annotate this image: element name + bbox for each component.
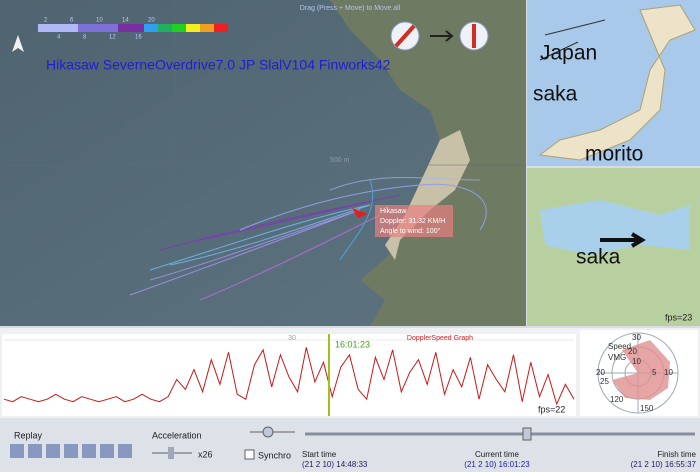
synchro-label: Synchro	[258, 450, 291, 460]
replay-label: Replay	[14, 430, 43, 440]
acceleration-label: Acceleration	[152, 430, 202, 440]
speed-graph-layer: 30	[3, 335, 575, 406]
legend-tick: 8	[83, 35, 87, 41]
inset-arrow-2	[539, 19, 606, 61]
north-arrow	[12, 35, 24, 52]
legend-tick: 20	[148, 18, 155, 24]
polar-shape	[612, 340, 670, 400]
acceleration-thumb[interactable]	[168, 447, 174, 459]
polar-label: 120	[610, 395, 624, 404]
legend-tick: 4	[57, 35, 61, 41]
finish-time: (21 2 10) 16:55:37	[631, 460, 697, 469]
popup-box	[375, 205, 453, 237]
control-bar	[0, 418, 700, 472]
legend-tick: 10	[96, 18, 103, 24]
popup-angle: Angle to wind: 100°	[380, 227, 441, 235]
orientation-icons[interactable]	[390, 21, 489, 51]
finish-label: Finish time	[657, 450, 696, 459]
polar-label: 150	[640, 404, 654, 413]
y-tick-label: 30	[288, 335, 296, 342]
zoom-thumb[interactable]	[262, 426, 274, 438]
legend-tick: 2	[44, 18, 48, 24]
polar-label: 25	[600, 377, 609, 386]
speed-trace	[3, 347, 575, 406]
bay	[540, 200, 690, 255]
boat-marker[interactable]	[352, 208, 368, 218]
map-grid	[0, 0, 526, 326]
polar-label: Speed	[608, 342, 631, 351]
polar-label: 30	[632, 333, 641, 342]
polar-label: 20	[628, 347, 637, 356]
inset-label: saka	[533, 83, 578, 106]
current-label: Current time	[475, 450, 520, 459]
legend-ticks: 2 6 10 14 20 4 8 12 16	[44, 18, 155, 41]
time-thumb[interactable]	[522, 427, 532, 441]
current-time: (21 2 10) 16:01:23	[464, 460, 530, 469]
inset-label: saka	[576, 246, 621, 269]
synchro-checkbox[interactable]	[244, 449, 255, 460]
acceleration-value: x26	[198, 449, 213, 459]
japan-land	[538, 4, 696, 161]
overlay-title: Hikasaw SeverneOverdrive7.0 JP SlalV104 …	[46, 57, 391, 73]
cursor-time: 16:01:23	[335, 339, 370, 349]
polar-label: 10	[632, 357, 641, 366]
polar-label: 20	[596, 368, 605, 377]
start-label: Start time	[302, 450, 337, 459]
legend-tick: 12	[109, 35, 116, 41]
inset-arrow	[600, 232, 646, 248]
inset-label: morito	[585, 143, 643, 166]
legend-tick: 16	[135, 35, 142, 41]
graph-fps: fps=22	[538, 404, 565, 414]
drag-hint: Drag (Press + Move) to Move all	[300, 5, 401, 12]
legend-tick: 6	[70, 18, 74, 24]
speed-graph[interactable]	[2, 334, 576, 416]
popup-name: Hikasaw	[380, 208, 407, 215]
polar-label: VMG	[608, 353, 626, 362]
popup-doppler: Doppler: 31.32 KM/H	[380, 218, 445, 225]
graph-title: DopplerSpeed Graph	[407, 335, 473, 342]
land	[330, 0, 526, 326]
inset-fps: fps=23	[665, 312, 692, 322]
color-legend	[38, 24, 228, 32]
polar-label: 10	[664, 368, 673, 377]
scale-label: 500 m	[330, 157, 350, 164]
start-time: (21 2 10) 14:48:33	[302, 460, 368, 469]
inset-label: Japan	[540, 42, 597, 65]
polar-label: 5	[652, 368, 657, 377]
replay-buttons[interactable]	[10, 444, 132, 458]
legend-tick: 14	[122, 18, 129, 24]
tracks	[129, 177, 487, 301]
